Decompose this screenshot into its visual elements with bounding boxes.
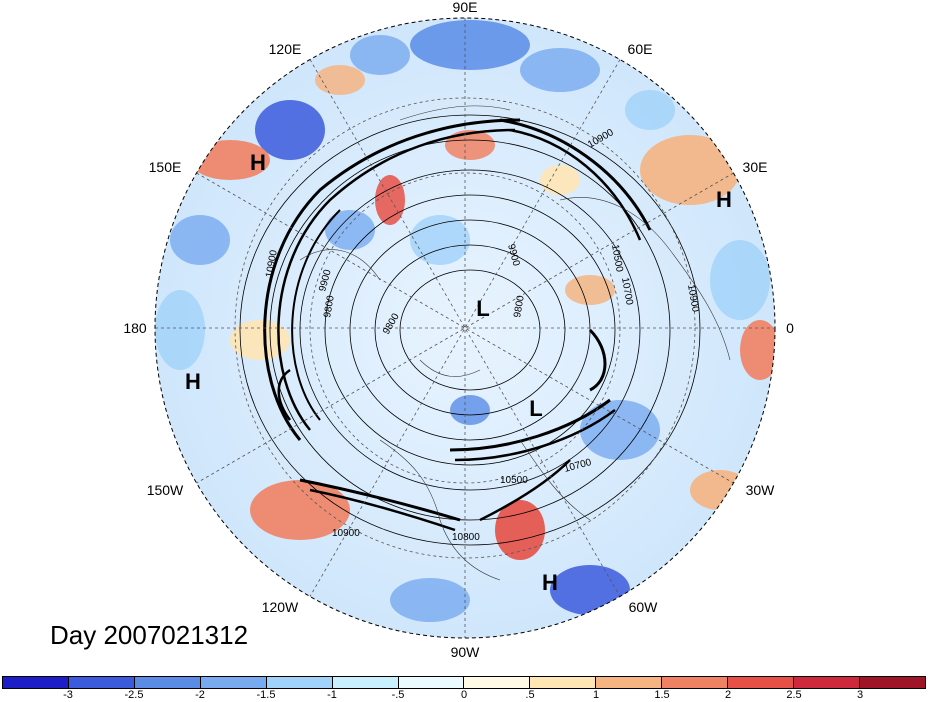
lon-label-30w: 30W [746,482,776,498]
high-pressure-label: H [185,369,201,394]
day-label: Day 2007021312 [50,620,249,650]
colorbar-cell [3,677,69,688]
contour-label: 10500 [500,475,528,486]
colorbar-tick-label: -2.5 [124,689,144,701]
colorbar-tick-label: 3 [856,689,864,701]
high-pressure-label: H [542,570,558,595]
contour-label: 10900 [685,284,701,314]
contour-label: 10900 [264,249,280,279]
colorbar-cell [794,677,860,688]
lon-label-0: 0 [786,320,794,336]
graticule [155,18,775,638]
colorbar-cell [464,677,531,688]
lon-label-150e: 150E [149,159,182,175]
colorbar-cell [134,677,201,688]
colorbar-cell [596,677,663,688]
colorbar-cell [266,677,333,688]
lon-label-90w: 90W [451,644,481,660]
colorbar-tick-label: -1.5 [256,689,276,701]
colorbar [2,676,926,689]
colorbar-tick-label: 2.5 [786,689,802,701]
colorbar-tick-label: -2 [195,689,205,701]
colorbar-cell [662,677,729,688]
contour-label: 10900 [332,528,360,539]
contour-label: 9800 [512,294,527,318]
colorbar-tick-label: -1 [327,689,337,701]
high-pressure-label: H [716,187,732,212]
colorbar-cell [859,677,925,688]
lon-label-150w: 150W [147,482,184,498]
lon-label-180: 180 [123,320,147,336]
polar-map: 90E 60E 30E 0 30W 60W 90W 120W 150W 180 … [123,0,794,660]
colorbar-cell [200,677,267,688]
contour-label: 10700 [619,277,635,307]
colorbar-cell [398,677,465,688]
map-boundary [154,17,776,639]
high-pressure-label: H [250,150,266,175]
colorbar-tick-label: 0 [460,689,468,701]
colorbar-cell [728,677,795,688]
jet-contours [263,118,652,532]
colorbar-cell [530,677,597,688]
low-pressure-label: L [476,296,489,321]
colorbar-tick-label: 1 [592,689,600,701]
contour-label: 9800 [322,294,337,318]
contour-label: 10500 [609,244,625,274]
colorbar-cell [68,677,135,688]
colorbar-labels: -3 -2.5 -2 -1.5 -1 -.5 0 .5 1 1.5 2 2.5 3 [0,689,928,702]
lon-label-30e: 30E [743,159,768,175]
lon-label-60w: 60W [629,599,659,615]
contour-label: 10800 [452,532,480,543]
lon-label-90e: 90E [453,0,478,15]
low-pressure-label: L [529,396,542,421]
lon-label-120e: 120E [269,41,302,57]
height-contours [239,114,701,546]
colorbar-tick-label: .5 [525,689,535,701]
colorbar-tick-label: -.5 [391,689,405,701]
lon-label-60e: 60E [628,41,653,57]
lon-label-120w: 120W [262,599,299,615]
colorbar-tick-label: -3 [63,689,73,701]
colorbar-tick-label: 2 [724,689,732,701]
coastlines [299,105,731,581]
colorbar-tick-label: 1.5 [654,689,670,701]
colorbar-cell [332,677,399,688]
